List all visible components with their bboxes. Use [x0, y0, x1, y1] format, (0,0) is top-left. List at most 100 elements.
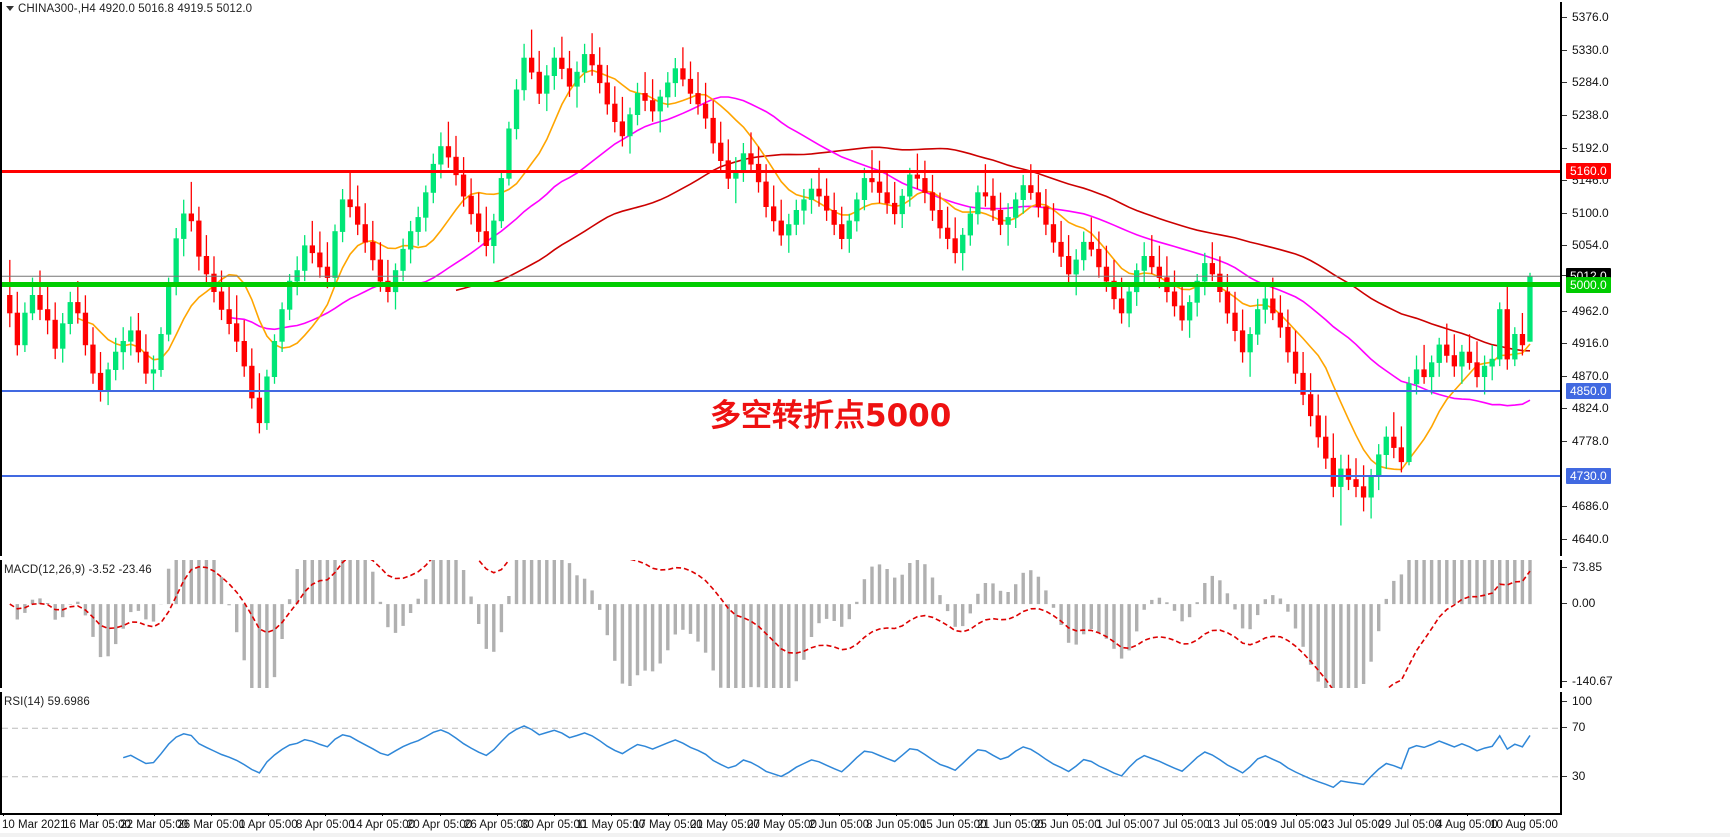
- rsi-tick-label: 30: [1572, 768, 1586, 783]
- time-axis-tick: [896, 813, 898, 816]
- time-axis-label: 30 Apr 05:00: [521, 819, 587, 831]
- time-axis-label: 25 Jun 05:00: [1034, 819, 1101, 831]
- time-axis-tick: [724, 813, 726, 816]
- time-axis-tick: [1238, 813, 1240, 816]
- time-axis-label: 21 Jun 05:00: [977, 819, 1044, 831]
- time-axis-tick: [1524, 813, 1525, 816]
- macd-tick-label: 73.85: [1572, 560, 1603, 574]
- time-axis-tick: [1067, 813, 1069, 816]
- time-axis-tick: [667, 813, 669, 816]
- tick-mark: [1562, 440, 1567, 442]
- tick-mark: [1562, 681, 1567, 682]
- tick-mark: [1562, 17, 1567, 19]
- time-axis-label: 19 Jul 05:00: [1264, 819, 1328, 831]
- tick-mark: [1562, 567, 1567, 568]
- time-axis-label: 17 May 05:00: [633, 819, 703, 831]
- tick-mark: [1562, 775, 1567, 777]
- tick-mark: [1562, 212, 1567, 214]
- level-line-pivot-5000[interactable]: [2, 282, 1560, 288]
- time-axis-tick: [496, 813, 498, 816]
- time-axis-label: 1 Apr 05:00: [238, 819, 298, 831]
- rsi-label: RSI(14) 59.6986: [4, 696, 90, 708]
- tick-mark: [1562, 701, 1567, 702]
- price-tick-label: 4916.0: [1572, 336, 1609, 351]
- time-axis-tick: [1295, 813, 1297, 816]
- rsi-series-svg: [2, 725, 1560, 789]
- time-axis-tick: [97, 813, 99, 816]
- tick-mark: [1562, 310, 1567, 312]
- time-axis-label: 1 Jul 05:00: [1096, 819, 1153, 831]
- time-axis-label: 21 May 05:00: [690, 819, 760, 831]
- time-axis-label: 14 Apr 05:00: [349, 819, 416, 831]
- tick-mark: [1562, 180, 1567, 182]
- price-tick-label: 5192.0: [1572, 140, 1609, 155]
- macd-series-svg: [9, 560, 1532, 688]
- time-axis-tick: [839, 813, 841, 816]
- time-axis-label: 23 Jul 05:00: [1321, 819, 1385, 831]
- price-tick-label: 4778.0: [1572, 433, 1609, 448]
- price-tick-label: 5054.0: [1572, 238, 1609, 253]
- time-axis-label: 26 Mar 05:00: [177, 819, 246, 831]
- price-plot-area[interactable]: [0, 2, 1562, 556]
- level-tag-resistance-5160[interactable]: 5160.0: [1566, 163, 1611, 180]
- time-axis-label: 10 Mar 2021: [2, 819, 67, 831]
- price-tick-label: 4640.0: [1572, 531, 1609, 546]
- price-tick-label: 5330.0: [1572, 42, 1609, 57]
- time-axis[interactable]: 10 Mar 2021 16 Mar 05:00 22 Mar 05:00 26 Ma…: [0, 813, 1730, 837]
- time-axis-tick: [3, 813, 4, 816]
- price-axis[interactable]: 5376.0 5330.0 5284.0 5238.0 5192.0 5146.0 5100…: [1562, 2, 1730, 556]
- macd-plot-area[interactable]: [0, 560, 1562, 688]
- price-tick-label: 5238.0: [1572, 108, 1609, 123]
- price-annotation-label: 多空转折点5000: [710, 398, 952, 434]
- time-axis-tick: [1352, 813, 1354, 816]
- level-line-support-4730[interactable]: [2, 474, 1560, 477]
- time-axis-tick: [1181, 813, 1183, 816]
- price-tick-label: 4686.0: [1572, 499, 1609, 514]
- level-line-resistance-5160[interactable]: [2, 169, 1560, 173]
- tick-mark: [1562, 245, 1567, 247]
- time-axis-label: 10 Aug 05:00: [1490, 819, 1558, 831]
- time-axis-label: 8 Apr 05:00: [295, 819, 355, 831]
- time-axis-tick: [610, 813, 612, 816]
- level-tag-support-4730[interactable]: 4730.0: [1566, 467, 1611, 484]
- time-axis-label: 4 Aug 05:00: [1436, 819, 1498, 831]
- bottom-strip: [0, 833, 1730, 837]
- time-axis-tick: [1409, 813, 1411, 816]
- collapse-triangle-icon[interactable]: [6, 6, 14, 11]
- time-axis-tick: [382, 813, 384, 816]
- macd-label: MACD(12,26,9) -3.52 -23.46: [4, 564, 152, 576]
- macd-tick-label: 0.00: [1572, 596, 1596, 611]
- tick-mark: [1562, 408, 1567, 410]
- level-tag-support-4850[interactable]: 4850.0: [1566, 382, 1611, 399]
- time-axis-tick: [154, 813, 156, 816]
- time-axis-rule: [0, 813, 1562, 815]
- time-axis-label: 27 May 05:00: [747, 819, 817, 831]
- level-line-support-4850[interactable]: [2, 389, 1560, 392]
- chart-title-bar: CHINA300-,H4 4920.0 5016.8 4919.5 5012.0: [6, 3, 252, 15]
- time-axis-label: 20 Apr 05:00: [406, 819, 473, 831]
- time-axis-label: 7 Jul 05:00: [1153, 819, 1210, 831]
- price-tick-label: 4824.0: [1572, 401, 1609, 416]
- time-axis-label: 8 Jun 05:00: [866, 819, 927, 831]
- time-axis-label: 13 Jul 05:00: [1207, 819, 1270, 831]
- price-tick-label: 4962.0: [1572, 303, 1609, 318]
- price-tick-label: 5376.0: [1572, 10, 1609, 25]
- time-axis-label: 29 Jul 05:00: [1378, 819, 1442, 831]
- time-axis-label: 26 Apr 05:00: [463, 819, 530, 831]
- rsi-tick-label: 100: [1572, 694, 1593, 708]
- time-axis-label: 15 Jun 05:00: [919, 819, 987, 831]
- tick-mark: [1562, 538, 1567, 540]
- time-axis-tick: [553, 813, 555, 816]
- level-tag-pivot-5000[interactable]: 5000.0: [1566, 276, 1611, 293]
- tick-mark: [1562, 375, 1567, 377]
- time-axis-tick: [439, 813, 441, 816]
- tick-mark: [1562, 275, 1567, 277]
- time-axis-tick: [953, 813, 955, 816]
- time-axis-label: 22 Mar 05:00: [120, 819, 189, 831]
- time-axis-label: 2 Jun 05:00: [809, 819, 870, 831]
- time-axis-tick: [1466, 813, 1468, 816]
- time-axis-tick: [1124, 813, 1126, 816]
- tick-mark: [1562, 506, 1567, 508]
- rsi-plot-area[interactable]: [0, 692, 1562, 813]
